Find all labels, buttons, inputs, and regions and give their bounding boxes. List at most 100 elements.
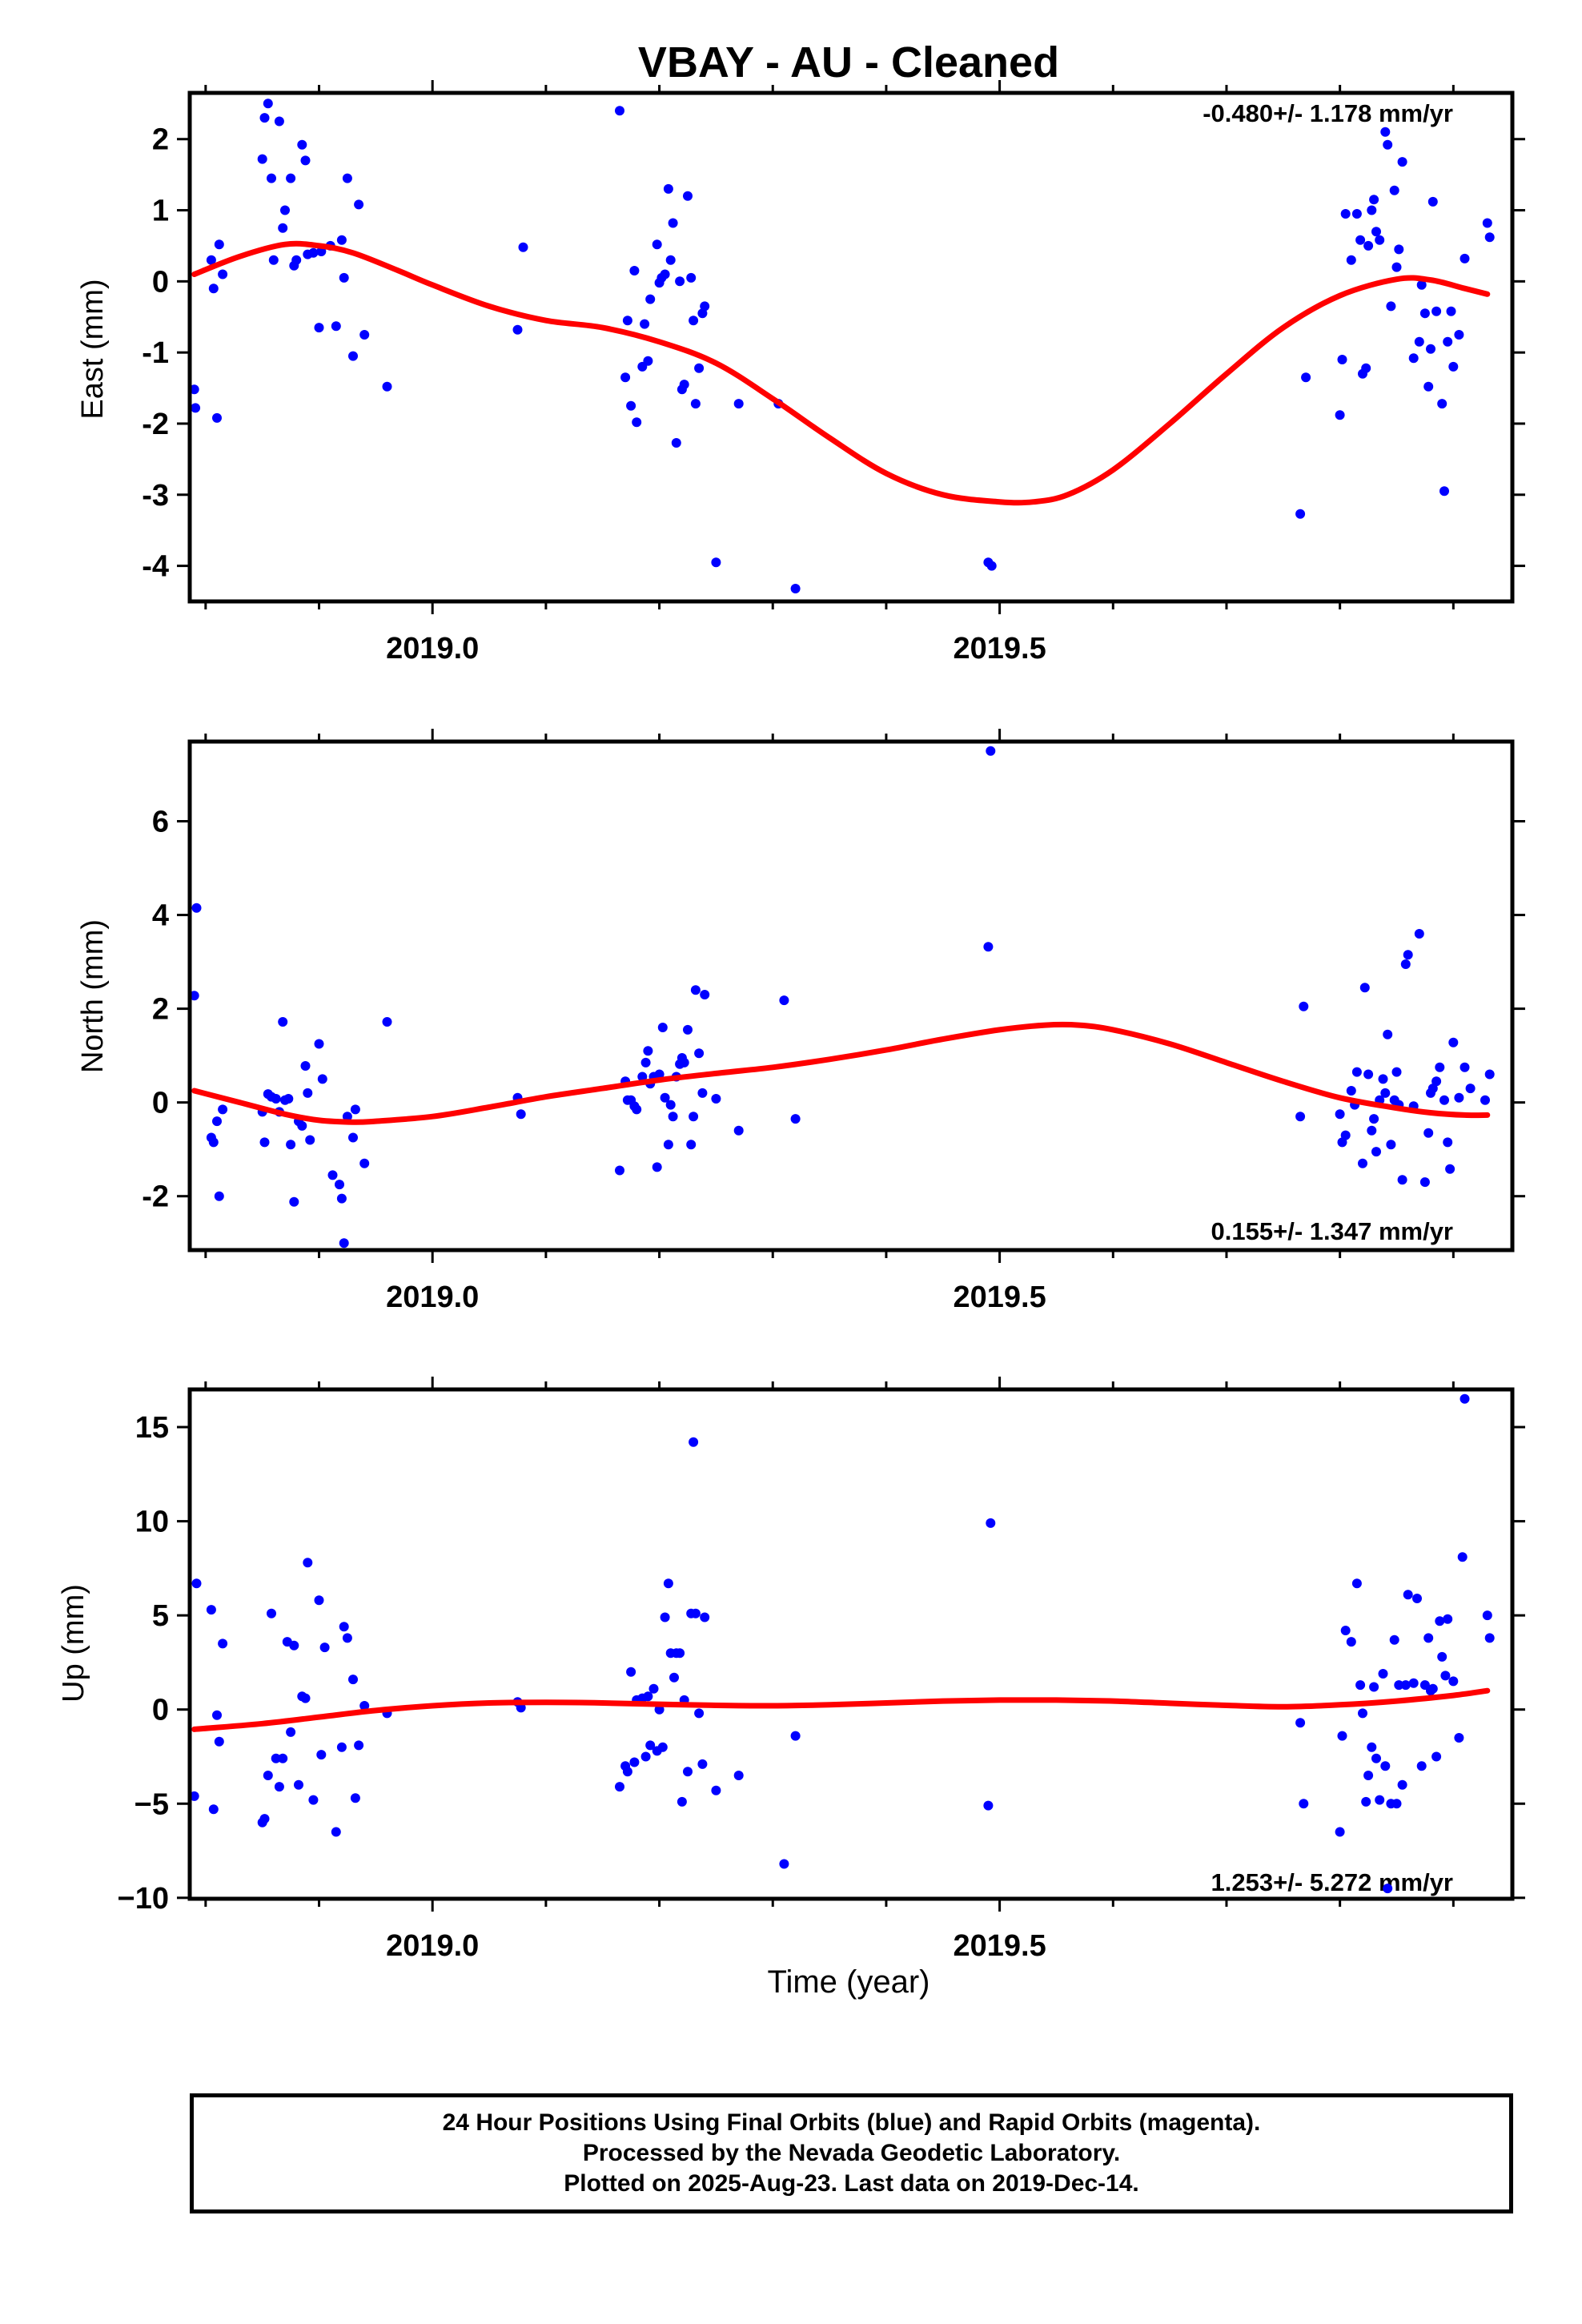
north-data-point: [660, 1092, 670, 1103]
east-data-point: [615, 106, 624, 116]
up-data-point: [790, 1731, 801, 1741]
north-data-point: [1367, 1125, 1377, 1136]
east-data-point: [1419, 308, 1430, 319]
north-data-point: [663, 1140, 673, 1150]
east-data-point: [629, 266, 640, 275]
up-plot-area: [190, 1393, 1495, 1894]
east-y-tick-label: 2: [152, 123, 169, 157]
up-data-point: [1383, 1884, 1393, 1894]
east-data-point: [660, 269, 670, 279]
north-data-point: [983, 942, 994, 952]
north-data-point: [1465, 1084, 1476, 1094]
up-y-tick-label: −5: [135, 1787, 169, 1821]
north-data-point: [1386, 1140, 1396, 1150]
up-data-point: [1389, 1634, 1399, 1645]
east-data-point: [1484, 232, 1495, 243]
east-data-point: [300, 155, 311, 166]
east-data-point: [336, 235, 347, 245]
east-data-point: [274, 116, 284, 127]
up-data-point: [1361, 1796, 1371, 1807]
east-data-point: [1386, 301, 1396, 312]
north-data-point: [336, 1193, 347, 1204]
east-data-point: [278, 223, 288, 233]
east-panel: East (mm) -0.480+/- 1.178 mm/yr -4 -3 -2 -1…: [76, 80, 1525, 665]
east-y-tick-label: -4: [142, 550, 169, 584]
north-data-point: [668, 1112, 678, 1122]
east-data-point: [668, 218, 678, 228]
north-data-point: [1484, 1069, 1495, 1080]
east-data-point: [291, 255, 302, 265]
east-y-axis-label: East (mm): [76, 279, 110, 419]
north-data-point: [1431, 1076, 1442, 1087]
up-data-point: [342, 1633, 352, 1643]
up-data-point: [263, 1771, 273, 1780]
up-data-point: [300, 1693, 311, 1703]
east-data-point: [1340, 209, 1351, 219]
up-data-point: [208, 1804, 219, 1815]
north-data-point: [1423, 1128, 1434, 1138]
east-data-point: [626, 400, 636, 411]
up-data-point: [683, 1767, 693, 1777]
east-data-point: [1389, 185, 1399, 195]
east-plot-frame: [187, 90, 1515, 604]
east-data-point: [1397, 157, 1407, 167]
east-data-point: [263, 99, 273, 109]
up-data-point: [336, 1742, 347, 1752]
east-data-point: [1371, 227, 1381, 237]
up-data-point: [359, 1701, 370, 1711]
up-data-point: [648, 1683, 659, 1694]
up-data-point: [1371, 1753, 1381, 1763]
up-data-point: [690, 1608, 701, 1618]
up-data-point: [1400, 1680, 1411, 1691]
east-data-point: [679, 380, 689, 390]
x-axis-label: Time (year): [768, 1964, 930, 2000]
up-y-axis-label: Up (mm): [57, 1584, 90, 1703]
north-data-point: [686, 1140, 697, 1150]
east-data-point: [267, 173, 276, 183]
up-data-point: [286, 1727, 296, 1737]
east-data-point: [339, 272, 349, 283]
east-data-point: [1408, 353, 1419, 364]
north-data-point: [212, 1116, 222, 1127]
north-data-point: [1299, 1001, 1309, 1011]
north-data-point: [637, 1072, 648, 1082]
north-data-point: [643, 1046, 653, 1056]
north-data-point: [218, 1104, 228, 1115]
east-data-point: [214, 239, 224, 250]
east-data-point: [686, 272, 697, 283]
up-data-point: [663, 1578, 673, 1589]
east-data-point: [1448, 361, 1459, 372]
east-data-point: [280, 205, 290, 215]
up-data-point: [1394, 1680, 1404, 1691]
up-data-point: [319, 1642, 330, 1653]
north-data-point: [1439, 1095, 1449, 1105]
east-data-point: [512, 324, 523, 335]
up-data-point: [331, 1827, 341, 1837]
up-data-point: [190, 1791, 199, 1801]
up-data-point: [1431, 1751, 1442, 1762]
up-data-point: [294, 1779, 303, 1790]
east-data-point: [1426, 344, 1435, 354]
north-data-point: [214, 1191, 224, 1201]
east-data-point: [1394, 244, 1404, 255]
up-data-point: [316, 1750, 327, 1760]
north-data-point: [516, 1109, 526, 1120]
east-data-point: [733, 399, 744, 409]
north-data-point: [1454, 1092, 1464, 1103]
up-data-point: [689, 1437, 699, 1447]
up-data-point: [677, 1796, 687, 1807]
east-data-point: [1351, 209, 1362, 219]
up-x-tick-label: 2019.0: [386, 1929, 479, 1963]
north-y-axis-label: North (mm): [76, 919, 110, 1073]
up-data-point: [1416, 1761, 1427, 1771]
north-data-point: [1400, 959, 1411, 969]
north-data-point: [350, 1104, 360, 1115]
north-data-point: [1397, 1175, 1407, 1185]
east-data-point: [643, 356, 653, 366]
north-data-point: [348, 1132, 358, 1143]
east-data-point: [1355, 235, 1366, 245]
east-data-point: [297, 139, 307, 150]
up-data-point: [1448, 1676, 1459, 1687]
north-data-point: [278, 1017, 288, 1027]
north-data-point: [665, 1100, 676, 1110]
